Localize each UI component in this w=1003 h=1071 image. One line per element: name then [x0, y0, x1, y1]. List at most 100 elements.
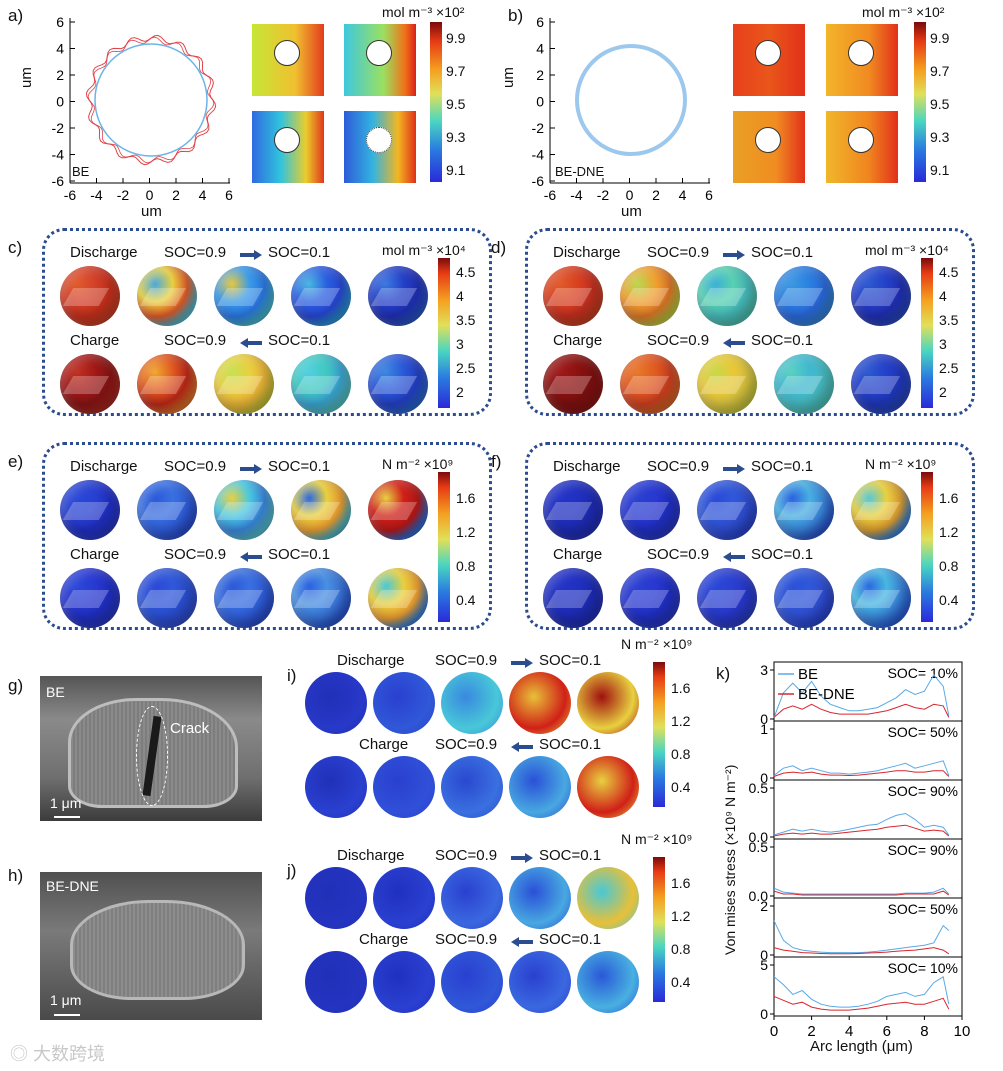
k-legend-entry: BE-DNE — [798, 686, 855, 703]
k-series-be — [773, 920, 950, 954]
y-tick-label: 4 — [536, 41, 544, 57]
soc-end-label: SOC=0.1 — [751, 244, 814, 261]
colorbar-tick: 0.8 — [671, 746, 691, 762]
soc-end-label: SOC=0.1 — [539, 931, 602, 948]
sphere-cut-plane — [293, 590, 341, 608]
k-legend-entry: BE — [798, 666, 818, 683]
panel-f-unit: N m⁻² ×10⁹ — [865, 456, 937, 472]
x-tick-label: -6 — [64, 187, 77, 203]
colorbar-tick: 4 — [456, 288, 464, 304]
arrow-right-icon — [723, 250, 745, 260]
arrow-left-icon — [723, 552, 745, 562]
k-soc-label: SOC= 50% — [888, 901, 958, 917]
stress-disc — [373, 756, 435, 818]
colorbar-tick: 4 — [939, 288, 947, 304]
arrow-left-icon — [723, 338, 745, 348]
y-tick-label: 6 — [536, 14, 544, 30]
simulation-sphere — [368, 480, 428, 540]
sphere-cut-plane — [139, 376, 187, 394]
sphere-cut-plane — [216, 288, 264, 306]
simulation-sphere — [137, 568, 197, 628]
soc-end-label: SOC=0.1 — [539, 847, 602, 864]
sem-image-be: BE Crack 1 μm — [40, 676, 262, 821]
y-tick-label: 6 — [56, 14, 64, 30]
panel-b-tag: BE-DNE — [555, 164, 605, 179]
sphere-cut-plane — [293, 376, 341, 394]
panel-e-frame — [42, 442, 492, 630]
k-x-tick: 0 — [770, 1023, 778, 1040]
sphere-cut-plane — [62, 376, 110, 394]
arrow-right-icon — [723, 464, 745, 474]
y-tick-label: -6 — [532, 173, 545, 189]
k-series-be-dne — [773, 703, 950, 718]
k-y-tick: 3 — [760, 662, 768, 678]
k-series-be — [773, 887, 950, 895]
y-tick-label: 2 — [536, 67, 544, 83]
stress-disc — [305, 756, 367, 818]
k-y-tick: 0 — [760, 1006, 768, 1022]
k-soc-label: SOC= 10% — [888, 665, 958, 681]
stress-disc — [509, 756, 571, 818]
k-x-tick: 8 — [920, 1023, 928, 1040]
sphere-cut-plane — [216, 590, 264, 608]
soc-start-label: SOC=0.9 — [164, 546, 227, 563]
k-series-be — [773, 975, 950, 1008]
k-soc-label: SOC= 90% — [888, 842, 958, 858]
simulation-sphere — [214, 568, 274, 628]
colorbar-tick: 9.3 — [446, 129, 466, 145]
be-dne-circle — [575, 44, 687, 156]
sphere-cut-plane — [699, 288, 747, 306]
sphere-cut-plane — [216, 502, 264, 520]
simulation-sphere — [60, 480, 120, 540]
stress-disc — [373, 951, 435, 1013]
sem-image-be-dne: BE-DNE 1 μm — [40, 872, 262, 1020]
sphere-cut-plane — [776, 288, 824, 306]
x-tick-label: -2 — [597, 187, 610, 203]
y-tick-label: 0 — [56, 94, 64, 110]
sphere-cut-plane — [139, 590, 187, 608]
k-x-tick: 2 — [807, 1023, 815, 1040]
k-series-be-dne — [773, 770, 950, 777]
colorbar-tick: 1.2 — [671, 908, 691, 924]
k-series-be-dne — [773, 995, 950, 1011]
panel-label-k: k) — [716, 664, 731, 683]
panel-b-ylabel: um — [500, 67, 517, 88]
panel-label-i: i) — [287, 666, 297, 685]
sphere-cut-plane — [370, 288, 418, 306]
k-y-tick: 0.0 — [749, 888, 769, 904]
colorbar-tick: 9.3 — [930, 129, 950, 145]
simulation-sphere — [60, 568, 120, 628]
simulation-sphere — [697, 568, 757, 628]
simulation-sphere — [214, 480, 274, 540]
scale-text-g: 1 μm — [50, 795, 82, 811]
panel-label-g: g) — [8, 676, 24, 695]
a-square-2 — [344, 24, 416, 96]
simulation-sphere — [697, 354, 757, 414]
simulation-sphere — [620, 568, 680, 628]
soc-start-label: SOC=0.9 — [164, 244, 227, 261]
simulation-sphere — [291, 266, 351, 326]
colorbar-tick: 0.8 — [456, 558, 476, 574]
simulation-sphere — [620, 480, 680, 540]
row-label-discharge: Discharge — [70, 458, 138, 475]
simulation-sphere — [851, 266, 911, 326]
simulation-sphere — [620, 266, 680, 326]
k-soc-label: SOC= 50% — [888, 724, 958, 740]
colorbar-tick: 1.6 — [671, 875, 691, 891]
colorbar-tick: 9.7 — [930, 63, 950, 79]
panel-d-frame — [525, 228, 975, 416]
stress-disc — [305, 951, 367, 1013]
sphere-cut-plane — [853, 376, 901, 394]
arrow-right-icon — [240, 250, 262, 260]
y-tick-label: 4 — [56, 41, 64, 57]
simulation-sphere — [368, 266, 428, 326]
simulation-sphere — [137, 266, 197, 326]
stress-disc — [441, 672, 503, 734]
x-tick-label: -4 — [90, 187, 103, 203]
stress-disc — [577, 951, 639, 1013]
b-square-1 — [733, 24, 805, 96]
panel-a-tag: BE — [72, 164, 90, 179]
colorbar-tick: 9.9 — [930, 30, 950, 46]
k-y-tick: 5 — [760, 957, 768, 973]
